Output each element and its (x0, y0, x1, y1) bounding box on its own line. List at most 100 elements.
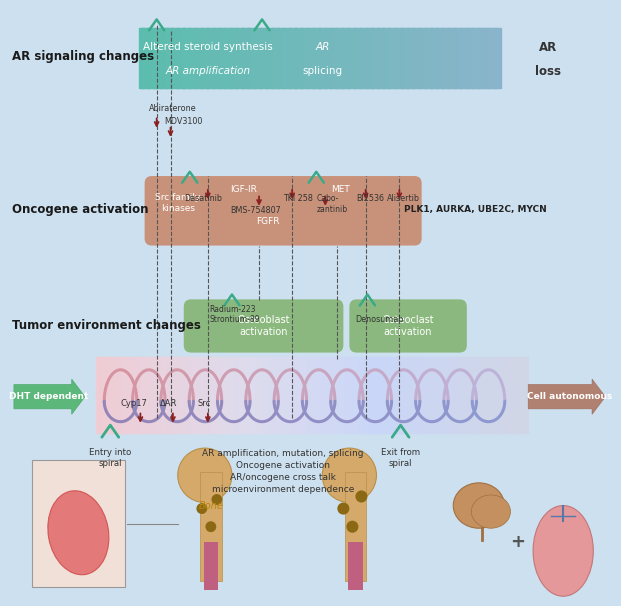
Bar (492, 28, 494, 88)
Bar (425, 358, 427, 433)
Bar (378, 358, 380, 433)
Bar (156, 358, 159, 433)
Bar (189, 28, 191, 88)
Text: FGFR: FGFR (256, 217, 280, 226)
Bar (463, 358, 465, 433)
Bar (151, 28, 152, 88)
Bar (174, 358, 176, 433)
Text: ΔAR: ΔAR (160, 399, 178, 408)
Bar (374, 28, 376, 88)
Bar (441, 28, 443, 88)
Bar (217, 28, 219, 88)
Bar (389, 28, 391, 88)
Bar (507, 358, 509, 433)
Bar (266, 28, 268, 88)
Bar (387, 28, 389, 88)
Bar (342, 358, 344, 433)
Bar (372, 358, 374, 433)
FancyBboxPatch shape (350, 299, 467, 353)
Bar (362, 358, 364, 433)
Bar (424, 358, 426, 433)
Bar (220, 28, 222, 88)
Bar (311, 28, 312, 88)
Bar (326, 358, 328, 433)
Bar (341, 28, 343, 88)
Bar (386, 28, 388, 88)
Bar (524, 358, 526, 433)
Bar (197, 28, 199, 88)
Bar (164, 358, 166, 433)
Bar (160, 358, 161, 433)
Bar (417, 358, 419, 433)
Bar (428, 28, 430, 88)
Bar (458, 358, 460, 433)
Bar (468, 358, 470, 433)
Bar (215, 358, 217, 433)
Bar (440, 28, 442, 88)
Bar (330, 28, 332, 88)
Bar (281, 358, 284, 433)
Bar (252, 358, 253, 433)
Bar (106, 358, 109, 433)
Bar (281, 28, 283, 88)
Bar (402, 28, 404, 88)
Circle shape (178, 448, 232, 502)
Bar (255, 358, 256, 433)
Bar (332, 358, 334, 433)
Bar (346, 28, 348, 88)
Ellipse shape (533, 505, 593, 596)
Text: BI2536: BI2536 (356, 194, 384, 202)
Bar (436, 28, 438, 88)
Bar (155, 28, 157, 88)
Bar (302, 28, 304, 88)
Bar (211, 358, 213, 433)
Bar (317, 28, 319, 88)
Bar (156, 28, 158, 88)
Bar (451, 28, 452, 88)
Bar (460, 28, 462, 88)
Bar (496, 28, 498, 88)
Bar (405, 28, 407, 88)
Bar (488, 358, 491, 433)
Bar (423, 28, 425, 88)
Bar (492, 358, 495, 433)
Text: AR: AR (315, 42, 330, 52)
Bar (170, 358, 171, 433)
Bar (286, 28, 288, 88)
Bar (435, 358, 437, 433)
Bar (177, 28, 179, 88)
Bar (297, 28, 299, 88)
Bar (223, 358, 225, 433)
Bar (153, 28, 155, 88)
Bar (243, 28, 245, 88)
Bar (451, 358, 453, 433)
Bar (269, 28, 271, 88)
Bar (392, 28, 393, 88)
Bar (464, 358, 466, 433)
Bar (209, 358, 211, 433)
Text: Cabo-
zantinib: Cabo- zantinib (316, 194, 347, 213)
Bar (377, 28, 379, 88)
Bar (204, 542, 218, 590)
Bar (200, 28, 202, 88)
Text: Src: Src (197, 399, 211, 408)
Circle shape (337, 502, 350, 514)
Text: splicing: splicing (302, 67, 342, 76)
Bar (306, 28, 308, 88)
Bar (178, 358, 180, 433)
Text: Tumor environment changes: Tumor environment changes (12, 319, 201, 333)
Bar (433, 358, 436, 433)
Bar (244, 358, 247, 433)
Bar (251, 28, 252, 88)
Bar (288, 28, 290, 88)
Bar (204, 28, 206, 88)
Bar (473, 28, 475, 88)
Bar (99, 358, 101, 433)
Bar (368, 358, 369, 433)
Bar (201, 358, 203, 433)
FancyBboxPatch shape (184, 299, 343, 353)
Bar (497, 358, 499, 433)
Bar (240, 358, 242, 433)
Ellipse shape (471, 495, 510, 528)
Bar (238, 28, 240, 88)
